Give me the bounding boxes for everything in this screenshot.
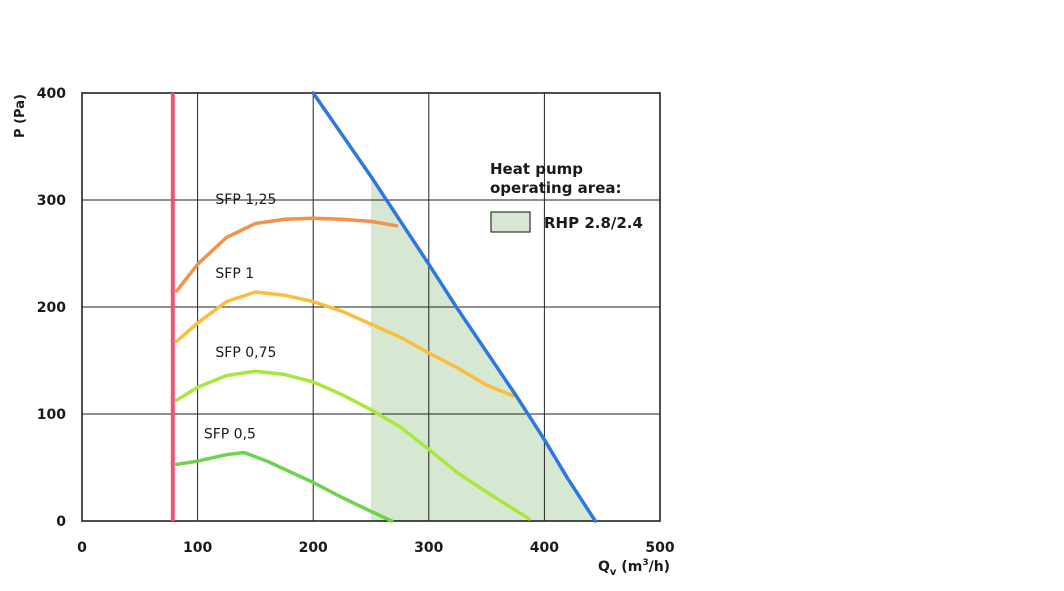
y-tick-label: 200 xyxy=(37,300,66,316)
x-tick-label: 100 xyxy=(183,540,212,556)
x-tick-label: 0 xyxy=(77,540,87,556)
x-tick-label: 300 xyxy=(414,540,443,556)
series-label-sfp-1: SFP 1 xyxy=(215,266,254,282)
tick-layer: 0 100 200 300 400 500 0 100 200 300 400 xyxy=(37,86,675,556)
y-tick-label: 100 xyxy=(37,407,66,423)
y-axis-label: P (Pa) xyxy=(13,94,28,138)
legend-swatch xyxy=(490,211,531,233)
grid-layer xyxy=(81,92,661,522)
curve-layer: SFP 1,25 SFP 1 SFP 0,75 SFP 0,5 xyxy=(170,91,598,523)
series-line-sfp-0-75 xyxy=(175,369,532,521)
x-tick-label: 400 xyxy=(530,540,559,556)
series-label-sfp-0-75: SFP 0,75 xyxy=(215,345,276,361)
series-line-sfp-1 xyxy=(175,290,515,398)
series-label-sfp-0-5: SFP 0,5 xyxy=(204,427,256,443)
legend-title-line2: operating area: xyxy=(490,179,622,197)
x-tick-label: 500 xyxy=(645,540,674,556)
x-axis-label: Qv (m3/h) xyxy=(598,558,670,578)
legend-title-line1: Heat pump xyxy=(490,160,583,178)
plot-frame xyxy=(81,92,661,522)
x-tick-label: 200 xyxy=(299,540,328,556)
legend-item-label: RHP 2.8/2.4 xyxy=(544,214,643,232)
series-label-sfp-1-25: SFP 1,25 xyxy=(215,192,276,208)
y-tick-label: 300 xyxy=(37,193,66,209)
series-line-sfp-0-5 xyxy=(175,450,394,523)
limit-line xyxy=(311,91,598,523)
y-tick-label: 0 xyxy=(56,514,66,530)
series-line-sfp-1-25 xyxy=(175,216,399,293)
y-tick-label: 400 xyxy=(37,86,66,102)
